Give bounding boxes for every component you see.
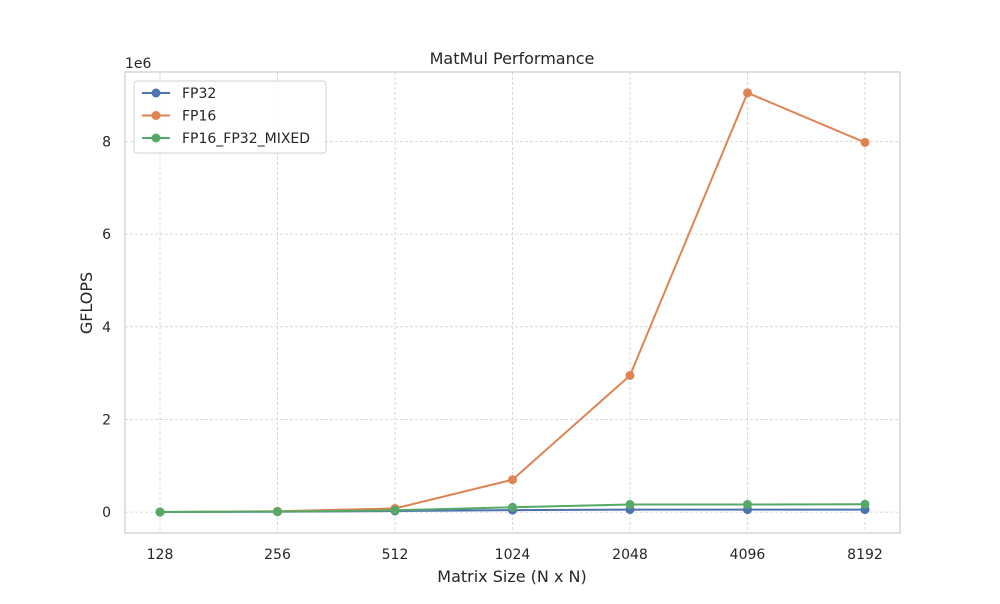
y-tick-label: 0 [102, 505, 111, 521]
x-tick-label: 2048 [612, 547, 648, 563]
x-tick-labels: 128 256 512 1024 2048 4096 8192 [147, 547, 883, 563]
data-point [155, 507, 165, 517]
y-tick-label: 8 [102, 134, 111, 150]
legend-item: FP16_FP32_MIXED [142, 131, 310, 147]
data-point [625, 500, 635, 510]
data-point [273, 507, 282, 517]
y-tick-label: 6 [102, 227, 111, 243]
data-point [743, 88, 752, 98]
data-point [860, 137, 870, 147]
data-point [508, 475, 517, 485]
data-point [625, 370, 635, 380]
y-offset-label: 1e6 [125, 56, 152, 72]
chart-title: MatMul Performance [430, 49, 595, 68]
data-point [508, 502, 517, 512]
legend-label: FP16_FP32_MIXED [182, 131, 310, 147]
x-tick-label: 1024 [495, 547, 531, 563]
x-tick-label: 128 [147, 547, 174, 563]
y-axis-label: GFLOPS [77, 272, 96, 334]
legend-label: FP16 [182, 109, 216, 125]
legend-label: FP32 [182, 86, 216, 102]
data-point [390, 505, 400, 515]
legend-item: FP16 [142, 109, 216, 125]
legend-marker [151, 111, 161, 120]
x-tick-label: 4096 [730, 547, 766, 563]
x-tick-label: 8192 [847, 547, 883, 563]
legend-box [133, 80, 327, 154]
x-tick-label: 512 [382, 547, 409, 563]
legend: FP32 FP16 FP16_FP32_MIXED [133, 80, 327, 154]
x-tick-label: 256 [264, 547, 291, 563]
x-axis-label: Matrix Size (N x N) [437, 567, 586, 586]
legend-item: FP32 [142, 86, 216, 102]
series-layer [155, 88, 870, 517]
data-point [743, 500, 752, 510]
data-point [860, 499, 870, 509]
y-tick-labels: 0 2 4 6 8 [102, 134, 111, 521]
y-tick-label: 2 [102, 412, 111, 428]
plot-frame [124, 71, 901, 534]
legend-marker [151, 88, 161, 98]
series-fp16-fp32-mixed [155, 499, 870, 517]
legend-marker [151, 133, 161, 143]
y-tick-label: 4 [102, 320, 111, 336]
